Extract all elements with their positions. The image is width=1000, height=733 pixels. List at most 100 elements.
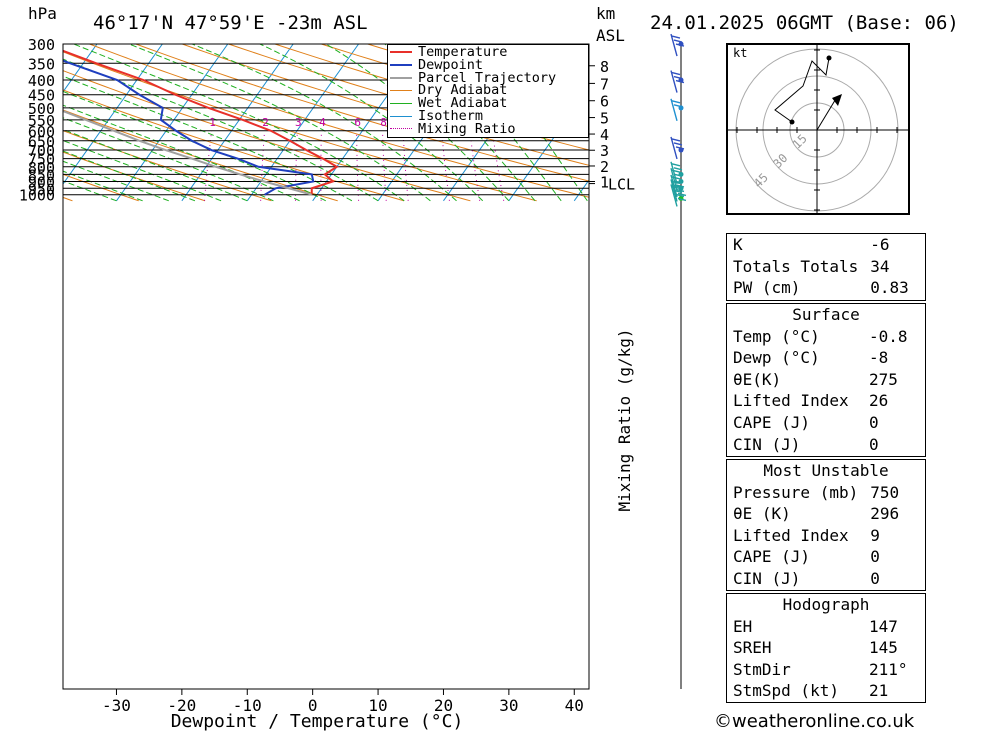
wet-adiabat-line — [63, 58, 379, 202]
legend-item: Dry Adiabat — [390, 84, 507, 97]
table-row: EH 147 — [727, 616, 925, 638]
hodograph-trace — [774, 57, 830, 123]
km-unit-label: km — [596, 4, 616, 23]
x-tick-label: -20 — [167, 696, 196, 715]
index-value: 34 — [870, 256, 890, 276]
pressure-tick-label: 600 — [28, 123, 55, 141]
dry-adiabat-line — [135, 44, 589, 182]
index-value: -8 — [869, 348, 889, 368]
mixing-ratio-line — [441, 130, 450, 201]
pressure-tick-label: 1000 — [19, 187, 55, 205]
table-row: Dewp (°C) -8 — [727, 347, 925, 369]
parcel-trajectory-series-line — [63, 110, 313, 196]
hodograph-box: Hodograph EH 147 SREH 145 StmDir 211° StmSpd (k… — [726, 593, 926, 703]
legend-swatch — [390, 76, 412, 79]
indices-box: K -6 Totals Totals 34 PW (cm) 0.83 — [726, 233, 926, 301]
pressure-unit-label: hPa — [28, 4, 57, 23]
table-row: SREH 145 — [727, 637, 925, 659]
hodograph-unit-label: kt — [733, 46, 747, 60]
pressure-tick-label: 400 — [28, 72, 55, 90]
table-row: CIN (J) 0 — [727, 568, 925, 590]
mixing-ratio-label: 8 — [380, 116, 387, 129]
wet-adiabat-line — [191, 44, 457, 202]
x-tick-label: 0 — [308, 696, 318, 715]
table-row: Lifted Index 9 — [727, 525, 925, 547]
asl-label: ASL — [596, 26, 625, 45]
km-tick-label: 5 — [600, 110, 609, 128]
legend-item: Temperature — [390, 44, 508, 60]
wet-adiabat-line — [63, 170, 143, 202]
wind-barb — [670, 136, 685, 160]
sounding-date: 24.01.2025 06GMT (Base: 06) — [650, 12, 959, 34]
wet-adiabat-line — [435, 44, 562, 202]
table-row: CAPE (J) 0 — [727, 412, 925, 434]
legend-item: Parcel Trajectory — [390, 71, 556, 85]
wind-barb — [670, 98, 683, 122]
pressure-tick-label: 650 — [28, 133, 55, 151]
mixing-ratio-line — [260, 130, 266, 201]
most-unstable-box: Most Unstable Pressure (mb) 750 θE (K) 296 Li… — [726, 459, 926, 591]
index-value: 0 — [870, 547, 880, 567]
legend-item: Wet Adiabat — [390, 96, 507, 110]
legend-label: Temperature — [418, 44, 508, 60]
index-value: -6 — [870, 235, 890, 254]
km-tick-label: 8 — [600, 58, 609, 76]
index-value: 275 — [869, 369, 898, 389]
dewpoint-series-line — [63, 59, 315, 196]
legend-swatch — [390, 128, 412, 130]
index-value: 21 — [869, 681, 889, 701]
station-location: 46°17'N 47°59'E -23m ASL — [93, 12, 368, 34]
pressure-tick-label: 550 — [28, 112, 55, 130]
dry-adiabat-line — [63, 173, 139, 202]
hodograph-end-dot — [826, 55, 832, 61]
km-tick-label: 3 — [600, 142, 609, 160]
mixing-ratio-label: 6 — [354, 116, 361, 129]
index-value: 750 — [870, 482, 900, 502]
dry-adiabat-line — [63, 151, 206, 202]
x-tick-label: 30 — [499, 696, 518, 715]
table-row: PW (cm) 0.83 — [727, 277, 925, 299]
pressure-tick-label: 900 — [28, 174, 55, 192]
mixing-ratio-line — [469, 130, 481, 201]
index-label: Totals Totals — [733, 256, 859, 276]
pressure-tick-label: 950 — [28, 180, 55, 198]
hodograph-start-dot — [789, 119, 795, 125]
pressure-tick-label: 350 — [28, 55, 55, 73]
dry-adiabat-line — [63, 109, 338, 202]
x-tick-label: -10 — [233, 696, 262, 715]
km-tick-label: 4 — [600, 126, 609, 144]
index-label: PW (cm) — [733, 278, 801, 298]
table-row: Temp (°C) -0.8 — [727, 326, 925, 348]
index-label: StmDir — [733, 659, 791, 679]
wet-adiabat-line — [63, 160, 169, 202]
mixing-ratio-label: 1 — [209, 116, 216, 129]
legend-label: Mixing Ratio — [418, 120, 516, 137]
pressure-tick-label: 800 — [28, 159, 55, 177]
table-section-title: Surface — [792, 305, 860, 324]
mixing-ratio-line — [320, 130, 322, 201]
wet-adiabat-line — [63, 117, 274, 202]
legend-item: Mixing Ratio — [390, 120, 516, 137]
wet-adiabat-line — [259, 44, 484, 202]
table-row: CAPE (J) 0 — [727, 546, 925, 568]
chart-legend: Temperature Dewpoint Parcel Trajectory Dry … — [387, 44, 589, 138]
wet-adiabat-line — [63, 180, 117, 202]
x-axis-label: Dewpoint / Temperature (°C) — [171, 711, 464, 732]
table-section-title: Hodograph — [782, 595, 870, 614]
dry-adiabat-line — [89, 44, 589, 198]
km-tick-label: 7 — [600, 75, 609, 93]
index-label: CAPE (J) — [733, 547, 811, 567]
table-row: Lifted Index 26 — [727, 390, 925, 412]
wind-barb — [670, 184, 687, 207]
mixing-ratio-axis-label: Mixing Ratio (g/kg) — [615, 328, 634, 511]
index-value: 147 — [869, 616, 898, 636]
pressure-tick-label: 300 — [28, 36, 55, 54]
x-tick-label: -30 — [102, 696, 131, 715]
dry-adiabat-line — [228, 44, 589, 151]
index-value: 0 — [869, 434, 879, 454]
index-value: 0 — [870, 568, 880, 588]
table-row: Totals Totals 34 — [727, 256, 925, 278]
legend-label: Dewpoint — [418, 56, 484, 73]
copyright-notice[interactable]: ©weatheronline.co.uk — [714, 711, 915, 732]
